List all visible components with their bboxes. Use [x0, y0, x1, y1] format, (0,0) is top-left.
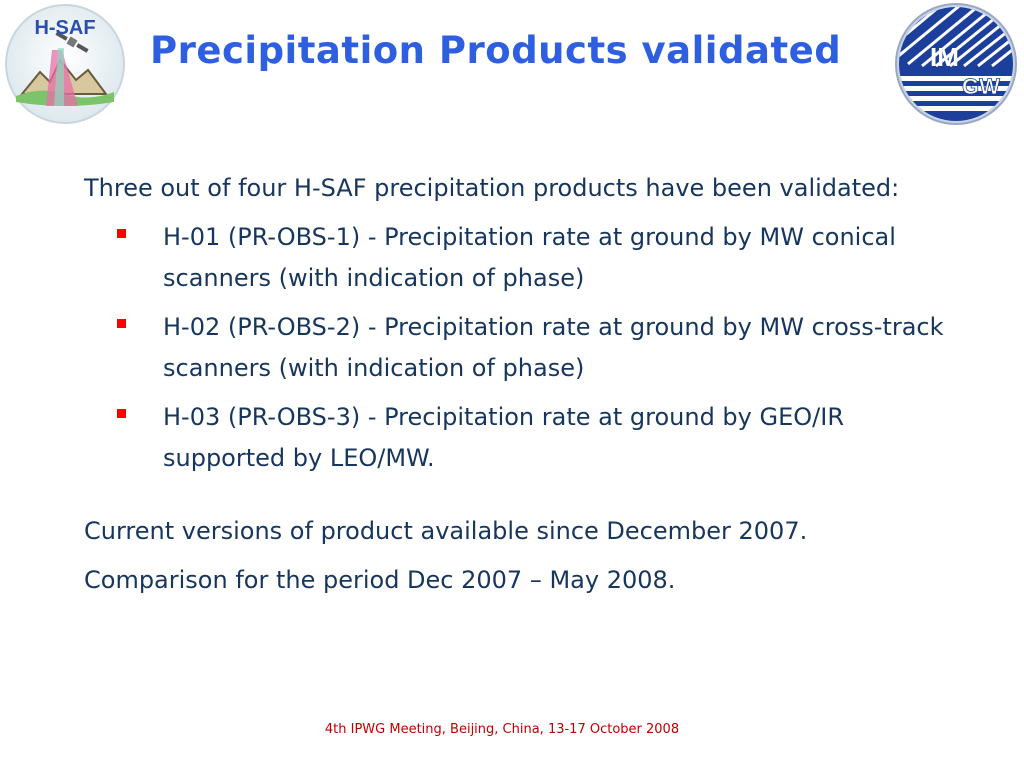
intro-text: Three out of four H-SAF precipitation pr…: [84, 174, 900, 202]
comparison-text: Comparison for the period Dec 2007 – May…: [84, 566, 676, 594]
footer-text: 4th IPWG Meeting, Beijing, China, 13-17 …: [324, 722, 680, 737]
list-item-text: H-01 (PR-OBS-1) - Precipitation rate at …: [163, 223, 896, 292]
list-item-text: H-03 (PR-OBS-3) - Precipitation rate at …: [163, 403, 844, 472]
h-saf-logo-text: H-SAF: [34, 17, 95, 39]
square-bullet-icon: [117, 229, 126, 238]
imgw-logo-text-bottom: GW: [962, 74, 1000, 99]
list-item: H-03 (PR-OBS-3) - Precipitation rate at …: [84, 397, 944, 479]
imgw-logo-text-top: IM: [930, 42, 959, 72]
page-title: Precipitation Products validated: [150, 29, 842, 72]
current-versions-text: Current versions of product available si…: [84, 517, 808, 545]
imgw-logo-icon: IM GW: [892, 2, 1020, 126]
list-item: H-01 (PR-OBS-1) - Precipitation rate at …: [84, 217, 944, 299]
h-saf-logo-icon: H-SAF: [2, 2, 128, 126]
square-bullet-icon: [117, 319, 126, 328]
square-bullet-icon: [117, 409, 126, 418]
slide-content: Three out of four H-SAF precipitation pr…: [84, 168, 944, 601]
product-list: H-01 (PR-OBS-1) - Precipitation rate at …: [84, 217, 944, 479]
list-item-text: H-02 (PR-OBS-2) - Precipitation rate at …: [163, 313, 944, 382]
list-item: H-02 (PR-OBS-2) - Precipitation rate at …: [84, 307, 944, 389]
